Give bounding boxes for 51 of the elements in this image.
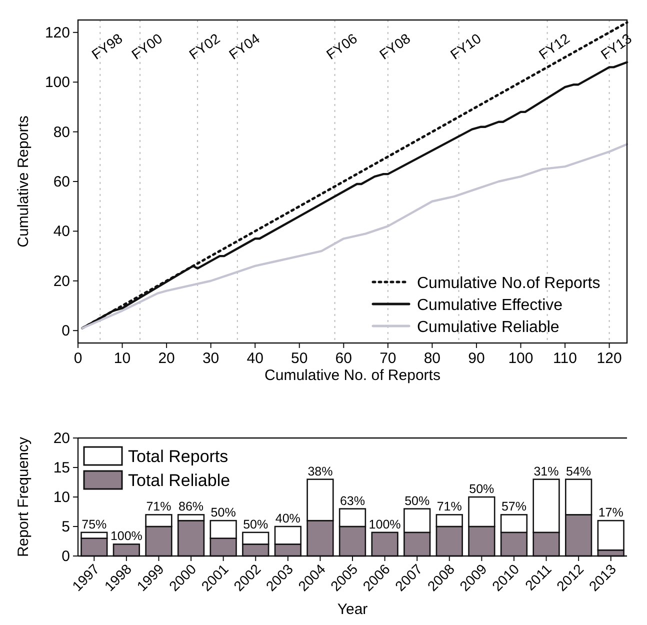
x-axis-title: Cumulative No. of Reports xyxy=(264,367,440,384)
annotation: 50% xyxy=(469,482,494,496)
annotation: 63% xyxy=(340,494,366,508)
annotation: 50% xyxy=(243,517,268,532)
annotation: 57% xyxy=(501,500,526,514)
x-axis-title: Year xyxy=(337,601,368,618)
annotation: 100% xyxy=(110,529,142,544)
annotation: 17% xyxy=(598,506,624,520)
x-tick-label: 90 xyxy=(468,350,485,367)
annotation: 71% xyxy=(146,500,172,514)
x-tick-label: 30 xyxy=(202,350,220,367)
x-tick-label: 70 xyxy=(380,350,396,367)
y-tick-label: 10 xyxy=(53,489,70,506)
y-tick-label: 20 xyxy=(53,272,70,290)
annotation: 54% xyxy=(566,464,592,478)
y-tick-label: 100 xyxy=(44,74,70,92)
x-tick-label: 40 xyxy=(246,350,264,367)
annotation: 50% xyxy=(210,506,236,520)
y-tick-label: 40 xyxy=(53,223,70,240)
y-tick-label: 120 xyxy=(44,24,70,42)
annotation: 86% xyxy=(178,500,204,514)
x-tick-label: 0 xyxy=(74,350,82,367)
legend-label: Total Reports xyxy=(128,447,228,466)
x-tick-label: 120 xyxy=(596,350,622,367)
y-tick-label: 0 xyxy=(62,322,70,340)
y-tick-label: 15 xyxy=(53,460,70,476)
x-tick-label: 110 xyxy=(553,350,577,367)
x-tick-label: 60 xyxy=(335,350,352,367)
legend-label: Total Reliable xyxy=(128,471,230,490)
annotation: 75% xyxy=(82,517,107,532)
x-tick-label: 100 xyxy=(508,350,534,367)
y-tick-label: 5 xyxy=(62,518,70,536)
y-tick-label: 0 xyxy=(62,548,70,565)
annotation: 31% xyxy=(534,464,559,478)
y-axis-title: Report Frequency xyxy=(15,436,32,558)
annotation: 40% xyxy=(275,512,300,526)
x-tick-label: 10 xyxy=(114,350,131,367)
y-tick-label: 80 xyxy=(53,124,70,141)
legend-label: Cumulative Effective xyxy=(417,297,563,314)
legend-label: Cumulative Reliable xyxy=(417,319,560,336)
y-axis-title: Cumulative Reports xyxy=(15,116,32,248)
annotation: 71% xyxy=(436,500,462,514)
annotation: 100% xyxy=(368,517,401,532)
legend-label: Cumulative No.of Reports xyxy=(417,275,600,292)
y-tick-label: 60 xyxy=(53,174,70,190)
x-tick-label: 20 xyxy=(158,350,175,367)
annotation: 38% xyxy=(308,464,333,478)
x-tick-label: 50 xyxy=(291,350,308,367)
y-tick-label: 20 xyxy=(53,430,70,447)
annotation: 50% xyxy=(404,494,430,508)
x-tick-label: 80 xyxy=(424,350,441,367)
